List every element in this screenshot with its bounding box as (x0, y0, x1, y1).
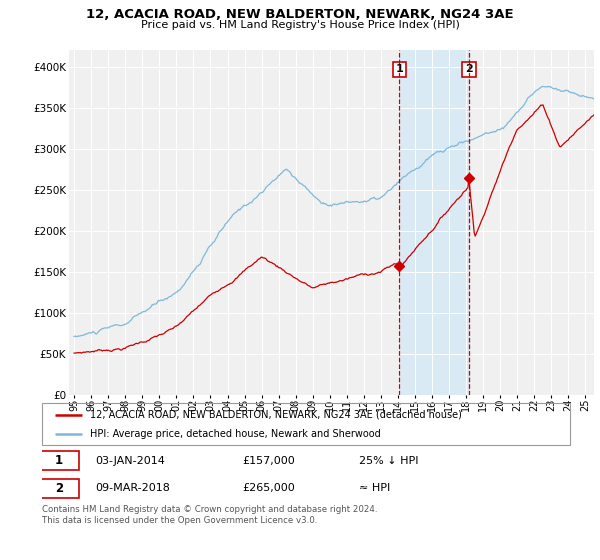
Text: 2: 2 (55, 482, 63, 495)
Text: 12, ACACIA ROAD, NEW BALDERTON, NEWARK, NG24 3AE: 12, ACACIA ROAD, NEW BALDERTON, NEWARK, … (86, 8, 514, 21)
Text: £157,000: £157,000 (242, 456, 295, 466)
Text: 09-MAR-2018: 09-MAR-2018 (95, 483, 170, 493)
Text: HPI: Average price, detached house, Newark and Sherwood: HPI: Average price, detached house, Newa… (89, 429, 380, 439)
Text: ≈ HPI: ≈ HPI (359, 483, 390, 493)
FancyBboxPatch shape (40, 451, 79, 470)
Text: £265,000: £265,000 (242, 483, 295, 493)
Text: 25% ↓ HPI: 25% ↓ HPI (359, 456, 418, 466)
Text: 12, ACACIA ROAD, NEW BALDERTON, NEWARK, NG24 3AE (detached house): 12, ACACIA ROAD, NEW BALDERTON, NEWARK, … (89, 409, 461, 419)
Text: 1: 1 (55, 454, 63, 467)
Text: 2: 2 (465, 64, 473, 74)
Text: 1: 1 (395, 64, 403, 74)
Text: Price paid vs. HM Land Registry's House Price Index (HPI): Price paid vs. HM Land Registry's House … (140, 20, 460, 30)
FancyBboxPatch shape (40, 479, 79, 498)
Bar (399, 50, 469, 395)
Text: Contains HM Land Registry data © Crown copyright and database right 2024.
This d: Contains HM Land Registry data © Crown c… (42, 505, 377, 525)
Text: 03-JAN-2014: 03-JAN-2014 (95, 456, 164, 466)
